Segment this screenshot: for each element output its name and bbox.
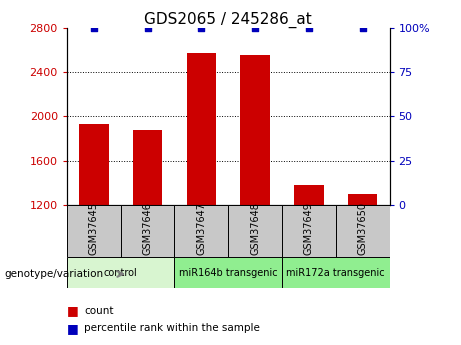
Title: GDS2065 / 245286_at: GDS2065 / 245286_at: [144, 11, 312, 28]
Bar: [228, 205, 282, 257]
Bar: [294, 185, 324, 205]
Bar: [187, 53, 216, 205]
Bar: [174, 257, 282, 288]
Text: control: control: [104, 268, 137, 277]
Point: [144, 25, 151, 30]
Text: GSM37645: GSM37645: [89, 202, 99, 255]
Bar: [240, 55, 270, 205]
Bar: [67, 257, 174, 288]
Bar: [133, 130, 162, 205]
Text: ■: ■: [67, 304, 78, 317]
Bar: [121, 205, 174, 257]
Text: genotype/variation: genotype/variation: [5, 269, 104, 278]
Point: [305, 25, 313, 30]
Point: [90, 25, 97, 30]
Bar: [282, 257, 390, 288]
Bar: [348, 194, 378, 205]
Point: [198, 25, 205, 30]
Text: percentile rank within the sample: percentile rank within the sample: [84, 324, 260, 333]
Text: ■: ■: [67, 322, 78, 335]
Bar: [282, 205, 336, 257]
Text: GSM37648: GSM37648: [250, 202, 260, 255]
Text: miR172a transgenic: miR172a transgenic: [286, 268, 385, 277]
Point: [251, 25, 259, 30]
Text: GSM37650: GSM37650: [358, 202, 368, 255]
Text: count: count: [84, 306, 114, 315]
Point: [359, 25, 366, 30]
Text: GSM37647: GSM37647: [196, 202, 207, 255]
Bar: [336, 205, 390, 257]
Bar: [174, 205, 228, 257]
Text: miR164b transgenic: miR164b transgenic: [179, 268, 278, 277]
Text: GSM37646: GSM37646: [142, 202, 153, 255]
Bar: [67, 205, 121, 257]
Text: GSM37649: GSM37649: [304, 202, 314, 255]
Bar: [79, 124, 108, 205]
